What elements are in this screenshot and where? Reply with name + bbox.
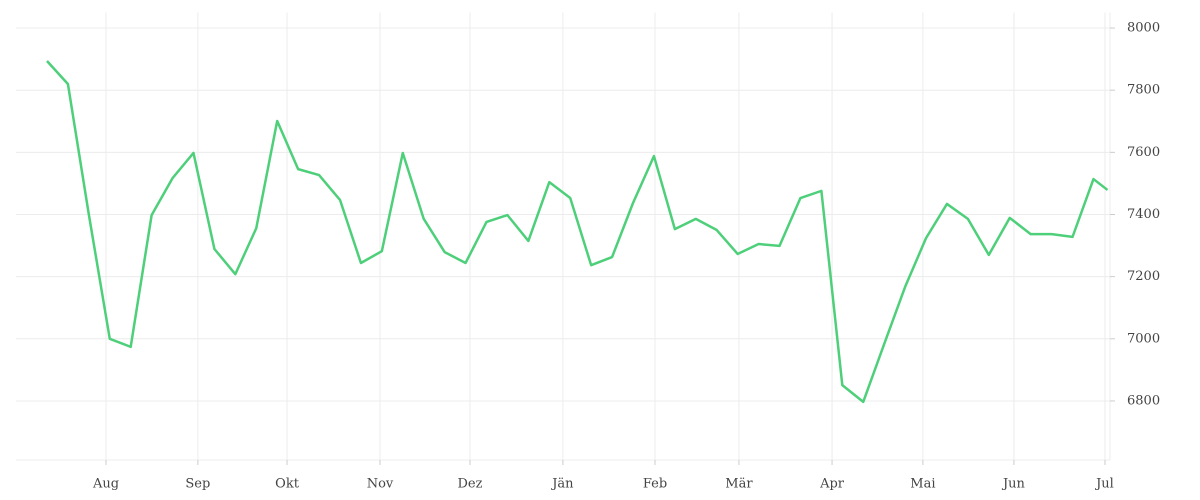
y-tick-label: 8000: [1127, 21, 1160, 36]
x-tick-label: Feb: [643, 477, 667, 492]
x-tick-label: Mär: [725, 477, 753, 492]
y-tick-label: 7800: [1127, 83, 1160, 98]
x-tick-label: Okt: [275, 477, 300, 492]
y-tick-label: 7400: [1127, 207, 1160, 222]
y-tick-label: 7200: [1127, 269, 1160, 284]
x-tick-label: Dez: [457, 477, 482, 492]
y-tick-label: 7000: [1127, 331, 1160, 346]
y-tick-label: 6800: [1127, 393, 1160, 408]
x-tick-label: Jun: [1001, 477, 1026, 492]
x-tick-label: Aug: [92, 477, 119, 492]
x-tick-label: Apr: [819, 477, 845, 492]
x-tick-label: Jän: [550, 477, 574, 492]
x-tick-label: Jul: [1094, 477, 1114, 492]
x-tick-label: Nov: [367, 477, 394, 492]
y-tick-label: 7600: [1127, 145, 1160, 160]
line: [46, 60, 1109, 404]
x-tick-label: Mai: [910, 477, 935, 492]
x-tick-label: Sep: [185, 477, 210, 492]
